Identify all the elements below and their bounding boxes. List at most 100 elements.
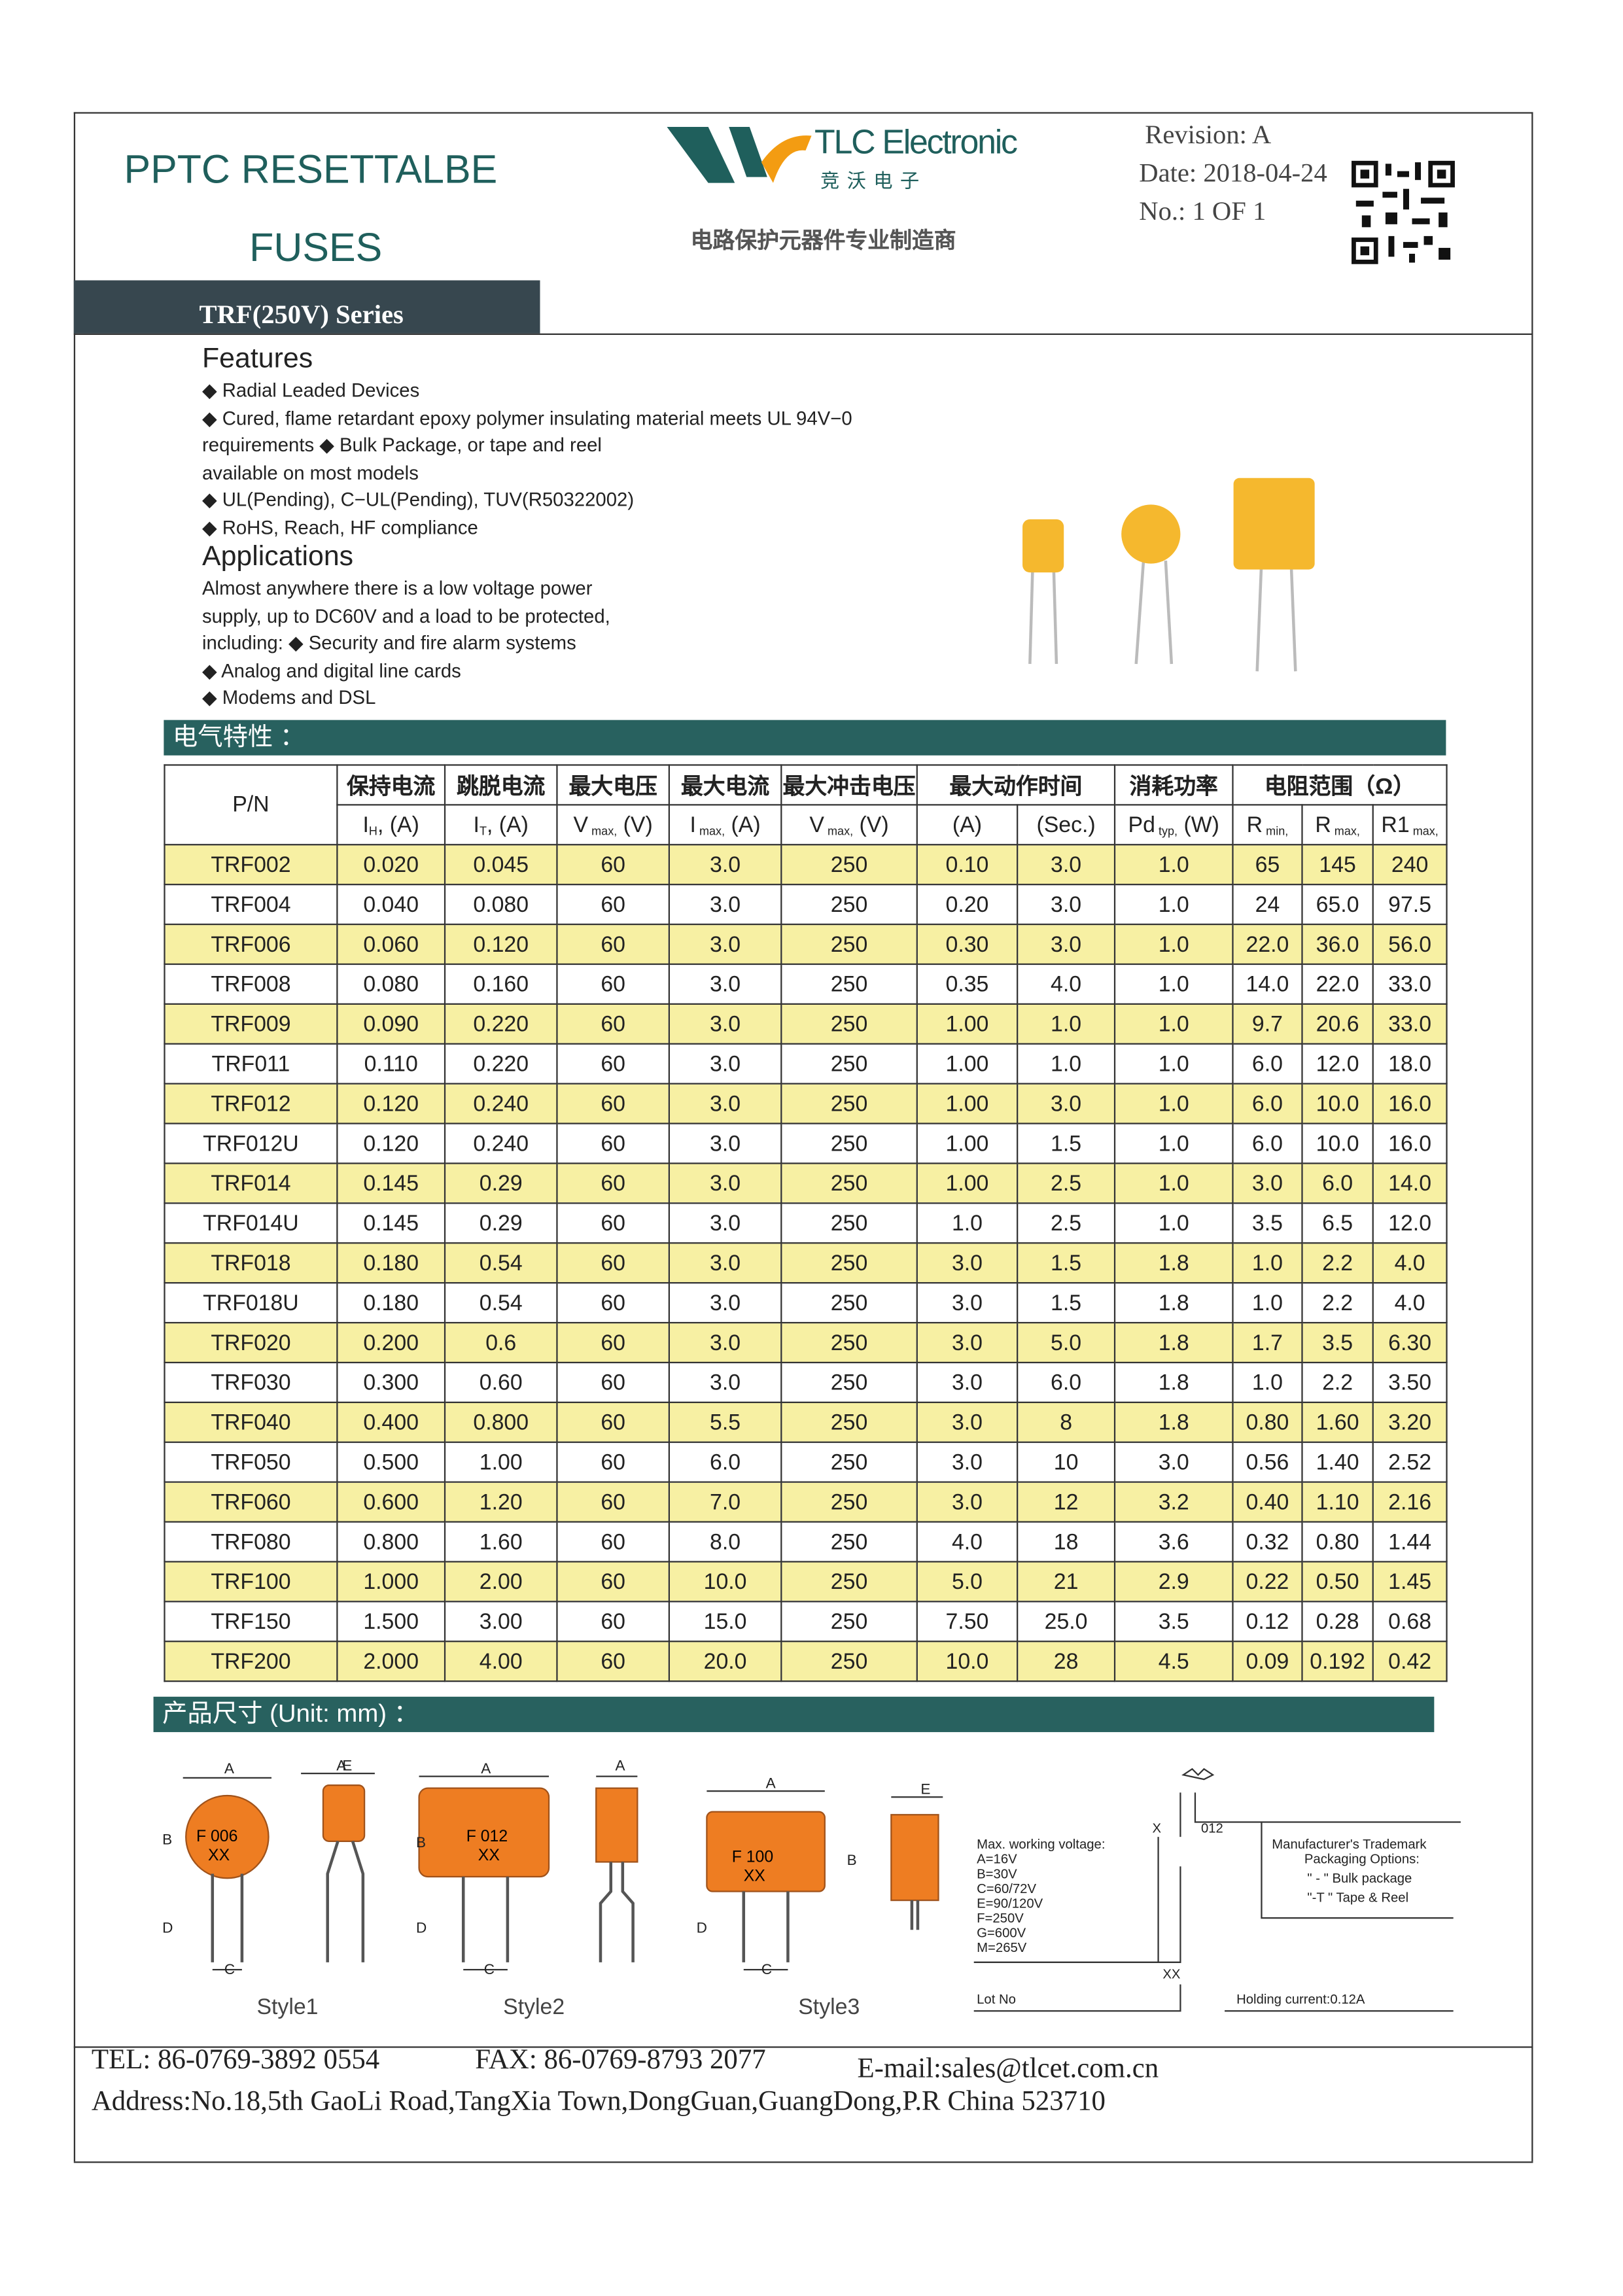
data-cell: 60 xyxy=(556,1162,670,1204)
data-row: TRF014 0.145 0.29 60 3.0 250 1.00 2.5 1.0 3.0 6.0 1… xyxy=(164,1162,1448,1204)
data-row: TRF018 0.180 0.54 60 3.0 250 3.0 1.5 1.8 1.0 2.2 4.… xyxy=(164,1242,1448,1284)
unit-sub: T xyxy=(479,824,487,837)
part-mark: XX xyxy=(208,1847,230,1864)
data-cell: 2.2 xyxy=(1301,1282,1374,1324)
data-cell: 60 xyxy=(556,1361,670,1403)
data-cell: 1.00 xyxy=(916,1043,1019,1085)
data-cell: 0.145 xyxy=(336,1202,446,1244)
data-row: TRF009 0.090 0.220 60 3.0 250 1.00 1.0 1.0 9.7 20.… xyxy=(164,1003,1448,1045)
data-cell: 60 xyxy=(556,1003,670,1045)
data-cell: 250 xyxy=(780,1282,918,1324)
data-cell: 1.500 xyxy=(336,1601,446,1643)
data-cell: 1.0 xyxy=(1113,1003,1234,1045)
marking-text: G=600V xyxy=(977,1925,1026,1940)
data-row: TRF040 0.400 0.800 60 5.5 250 3.0 8 1.8 0.80 1.60 3… xyxy=(164,1401,1448,1443)
marking-text: E=90/120V xyxy=(977,1896,1043,1911)
data-cell: 250 xyxy=(780,923,918,965)
data-cell: 12.0 xyxy=(1301,1043,1374,1085)
unit-base: I xyxy=(689,812,696,837)
data-cell: TRF100 xyxy=(164,1561,338,1603)
data-cell: TRF008 xyxy=(164,963,338,1005)
data-cell: 60 xyxy=(556,1401,670,1443)
unit-cell: V max, (V) xyxy=(556,804,670,846)
divider xyxy=(73,2046,1533,2048)
unit-base: Pd xyxy=(1128,812,1155,837)
data-cell: 15.0 xyxy=(668,1601,782,1643)
data-cell: 1.0 xyxy=(916,1202,1019,1244)
data-cell: 0.56 xyxy=(1232,1441,1303,1483)
dim-letter: E xyxy=(920,1781,930,1798)
applications-heading: Applications xyxy=(202,541,354,573)
marking-text: M=265V xyxy=(977,1939,1027,1955)
data-cell: 1.0 xyxy=(1113,1162,1234,1204)
part-mark: XX xyxy=(478,1847,500,1864)
data-cell: 6.0 xyxy=(1017,1361,1116,1403)
data-cell: 250 xyxy=(780,1481,918,1523)
data-cell: 56.0 xyxy=(1372,923,1448,965)
data-cell: 0.6 xyxy=(444,1321,558,1364)
data-cell: 0.40 xyxy=(1232,1481,1303,1523)
features-list: ◆ Radial Leaded Devices ◆ Cured, flame re… xyxy=(202,377,852,541)
data-cell: 0.20 xyxy=(916,884,1019,926)
dim-letter: D xyxy=(416,1920,427,1936)
data-cell: 60 xyxy=(556,1441,670,1483)
style-label: Style2 xyxy=(503,1994,565,2020)
data-cell: 1.20 xyxy=(444,1481,558,1523)
data-cell: 1.0 xyxy=(1017,1003,1116,1045)
dim-letter: A xyxy=(481,1760,491,1777)
header-cell: 最大冲击电压 xyxy=(780,764,918,806)
data-row: TRF080 0.800 1.60 60 8.0 250 4.0 18 3.6 0.32 0.80 1… xyxy=(164,1521,1448,1563)
data-cell: 1.5 xyxy=(1017,1242,1116,1284)
data-cell: 10.0 xyxy=(916,1641,1019,1682)
unit-sub: min, xyxy=(1263,824,1289,837)
data-cell: 0.500 xyxy=(336,1441,446,1483)
data-cell: 0.29 xyxy=(444,1162,558,1204)
data-cell: 10.0 xyxy=(1301,1122,1374,1164)
marking-lines xyxy=(973,1767,1461,2012)
data-cell: 6.0 xyxy=(1301,1162,1374,1204)
data-cell: 2.9 xyxy=(1113,1561,1234,1603)
data-row: TRF050 0.500 1.00 60 6.0 250 3.0 10 3.0 0.56 1.40 2… xyxy=(164,1441,1448,1483)
data-cell: 0.80 xyxy=(1232,1401,1303,1443)
data-cell: TRF009 xyxy=(164,1003,338,1045)
data-cell: 250 xyxy=(780,884,918,926)
data-cell: 250 xyxy=(780,1083,918,1124)
data-cell: 3.0 xyxy=(668,1242,782,1284)
data-cell: 1.00 xyxy=(444,1441,558,1483)
unit-cell: IT, (A) xyxy=(444,804,558,846)
data-cell: 6.0 xyxy=(1232,1122,1303,1164)
logo-mark xyxy=(667,126,812,183)
dim-letter: D xyxy=(162,1920,173,1936)
data-cell: 0.120 xyxy=(444,923,558,965)
product-photo xyxy=(1022,478,1315,672)
unit-sub: max, xyxy=(1409,824,1439,837)
data-cell: TRF011 xyxy=(164,1043,338,1085)
data-cell: 60 xyxy=(556,923,670,965)
data-cell: 0.22 xyxy=(1232,1561,1303,1603)
dim-letter: D xyxy=(697,1920,707,1936)
dim-letter: C xyxy=(484,1961,495,1977)
data-row: TRF060 0.600 1.20 60 7.0 250 3.0 12 3.2 0.40 1.10 2… xyxy=(164,1481,1448,1523)
unit-sub: H xyxy=(368,824,377,837)
revision: Revision: A xyxy=(1145,119,1272,149)
data-cell: 60 xyxy=(556,1122,670,1164)
data-cell: 3.0 xyxy=(668,1043,782,1085)
data-cell: 0.30 xyxy=(916,923,1019,965)
border xyxy=(73,112,1533,114)
data-cell: 0.35 xyxy=(916,963,1019,1005)
list-line: ◆ UL(Pending), C−UL(Pending), TUV(R50322… xyxy=(202,488,635,511)
data-row: TRF100 1.000 2.00 60 10.0 250 5.0 21 2.9 0.22 0.50… xyxy=(164,1561,1448,1603)
dim-letter: B xyxy=(416,1834,426,1851)
data-cell: 20.6 xyxy=(1301,1003,1374,1045)
data-cell: 250 xyxy=(780,1242,918,1284)
data-cell: 0.60 xyxy=(444,1361,558,1403)
unit-base: V xyxy=(809,812,825,837)
data-cell: 3.0 xyxy=(1017,923,1116,965)
data-row: TRF200 2.000 4.00 60 20.0 250 10.0 28 4.5 0.09 0.1… xyxy=(164,1641,1448,1682)
unit-cell: I max, (A) xyxy=(668,804,782,846)
data-cell: 22.0 xyxy=(1301,963,1374,1005)
data-cell: 250 xyxy=(780,1561,918,1603)
data-cell: 18.0 xyxy=(1372,1043,1448,1085)
data-cell: 33.0 xyxy=(1372,963,1448,1005)
list-line: supply, up to DC60V and a load to be pro… xyxy=(202,604,610,627)
